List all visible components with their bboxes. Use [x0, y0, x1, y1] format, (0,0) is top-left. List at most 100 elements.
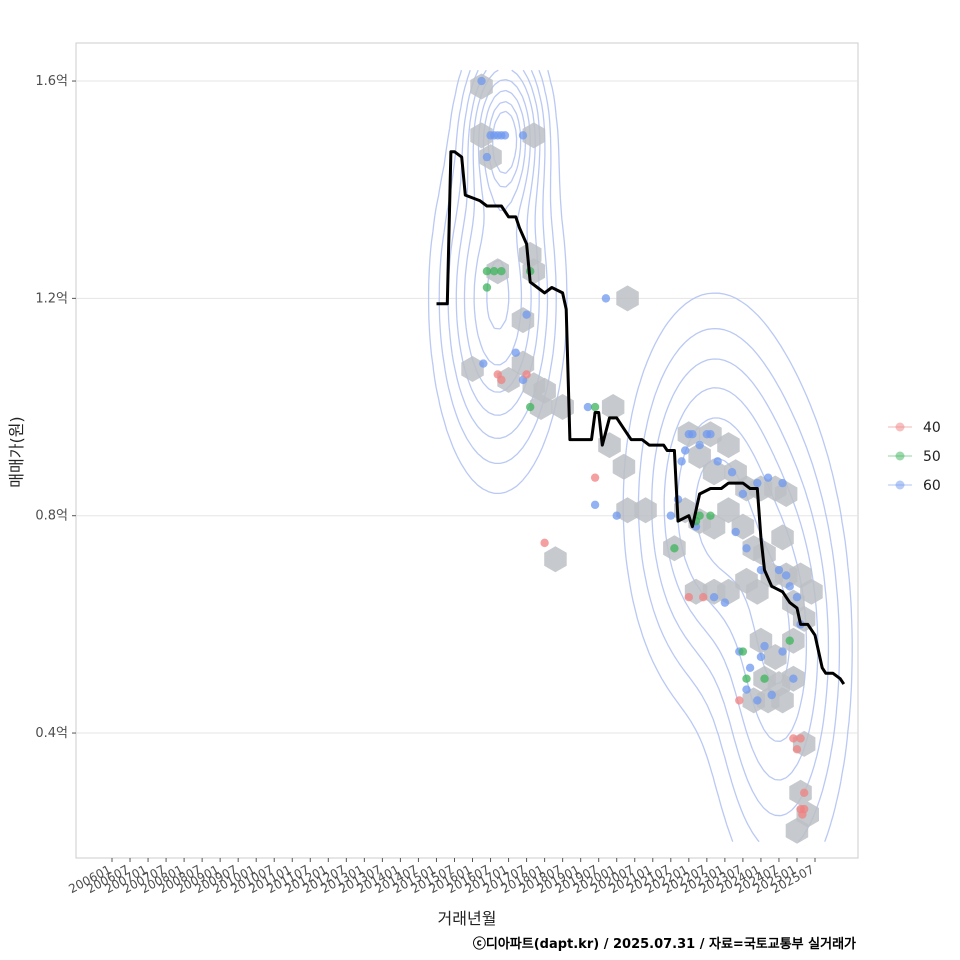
hex-bin [522, 122, 546, 149]
hex-bin [771, 687, 794, 714]
y-tick-label: 1.6억 [35, 74, 68, 89]
point-60 [760, 641, 769, 651]
point-60 [738, 489, 748, 499]
hex-bin [746, 578, 769, 605]
point-60 [756, 652, 766, 662]
point-60 [612, 511, 621, 520]
point-60 [681, 446, 690, 455]
legend-key-point [895, 422, 905, 432]
legend: 40 50 60 [888, 420, 941, 494]
hex-bin [702, 513, 726, 540]
point-50 [489, 267, 499, 276]
point-60 [789, 674, 798, 683]
point-60 [666, 511, 675, 520]
y-axis: 0.4억 0.8억 1.2억 1.6억 [35, 74, 76, 741]
point-50 [497, 267, 506, 276]
y-tick-label: 0.8억 [35, 509, 68, 524]
point-60 [511, 348, 520, 357]
hex-bin [753, 540, 776, 567]
point-60 [742, 544, 751, 553]
hex-bin [461, 356, 484, 382]
legend-key-point [895, 480, 905, 490]
point-60 [713, 457, 722, 466]
hex-bin [511, 350, 535, 377]
caption: ⓒ디아파트(dapt.kr) / 2025.07.31 / 자료=국토교통부 실… [473, 936, 856, 952]
point-40 [798, 810, 807, 819]
point-60 [753, 696, 762, 705]
point-60 [482, 152, 492, 162]
point-40 [789, 734, 798, 743]
hex-bin [702, 459, 726, 486]
point-60 [677, 457, 686, 466]
legend-label-40: 40 [923, 420, 941, 436]
hex-bin [601, 394, 625, 420]
point-60 [590, 500, 600, 510]
point-40 [497, 375, 506, 385]
point-60 [785, 582, 794, 591]
point-40 [522, 370, 531, 379]
point-50 [590, 402, 600, 412]
point-60 [706, 430, 715, 439]
y-axis-title: 매매가(원) [7, 416, 26, 487]
hex-bin [616, 497, 639, 524]
point-50 [482, 283, 492, 292]
y-tick-label: 1.2억 [35, 291, 68, 306]
point-40 [590, 473, 600, 482]
hex-bin [717, 497, 740, 524]
point-60 [727, 468, 737, 477]
point-60 [763, 473, 773, 482]
point-50 [738, 647, 748, 656]
x-axis-title: 거래년월 [438, 909, 497, 928]
hex-bin [717, 578, 740, 605]
hex-bin [544, 546, 567, 573]
point-60 [477, 76, 486, 86]
point-40 [735, 696, 744, 705]
scatter-points [477, 76, 809, 819]
point-60 [709, 593, 719, 602]
point-60 [781, 571, 791, 580]
point-60 [753, 478, 762, 488]
hex-bin [717, 432, 740, 459]
legend-label-50: 50 [923, 449, 941, 465]
hex-bin [634, 497, 657, 524]
point-60 [767, 690, 776, 700]
point-50 [670, 544, 679, 553]
point-60 [778, 647, 787, 656]
point-60 [601, 294, 611, 303]
point-50 [695, 511, 704, 520]
point-60 [778, 478, 787, 488]
hex-bin [800, 578, 823, 605]
point-40 [699, 593, 708, 602]
hex-bin [688, 442, 711, 469]
legend-key-point [895, 451, 905, 461]
point-60 [774, 565, 784, 575]
point-60 [742, 685, 751, 694]
point-60 [688, 430, 697, 439]
point-60 [522, 310, 531, 319]
hex-bin [771, 524, 794, 551]
trend-line [436, 150, 846, 685]
point-40 [799, 788, 809, 797]
trend-line-path [436, 150, 846, 685]
point-50 [760, 674, 769, 683]
hex-bin [470, 73, 493, 100]
point-50 [742, 674, 751, 683]
x-axis: 2006012006072007012007072008012008072009… [66, 858, 816, 896]
point-50 [785, 636, 794, 645]
point-40 [540, 538, 549, 548]
point-60 [695, 440, 704, 450]
hex-bin [785, 817, 809, 844]
y-tick-label: 0.4억 [35, 726, 68, 741]
contour-line [438, 69, 841, 843]
point-50 [482, 267, 492, 276]
point-50 [525, 402, 535, 412]
plot-panel [75, 42, 859, 859]
point-50 [706, 511, 715, 520]
point-60 [745, 663, 755, 673]
point-60 [583, 402, 593, 412]
legend-label-60: 60 [923, 478, 941, 494]
hex-bin [616, 285, 639, 312]
point-60 [731, 527, 740, 537]
hex-bin [470, 122, 493, 149]
point-40 [796, 734, 805, 743]
